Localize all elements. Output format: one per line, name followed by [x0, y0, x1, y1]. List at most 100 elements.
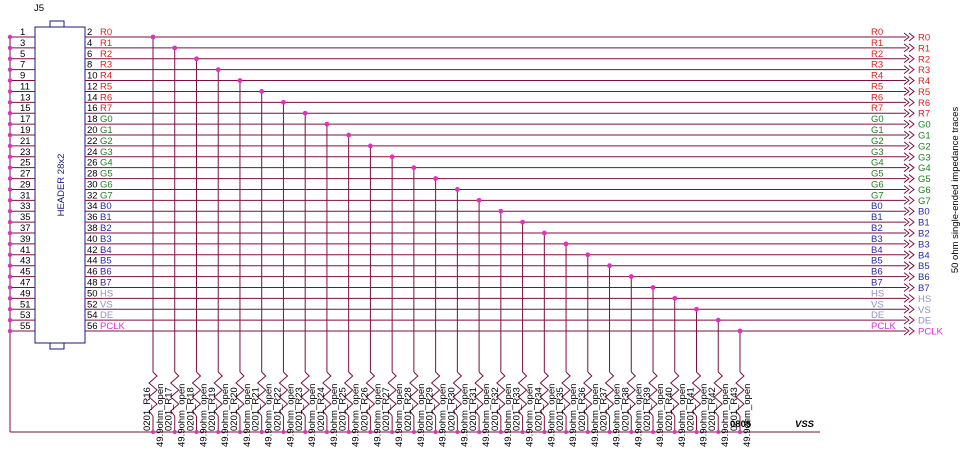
resistor	[583, 371, 593, 417]
net-label: B6	[918, 272, 930, 283]
signal-label: B3	[100, 234, 112, 245]
resistor-ref: 0201_R23	[294, 387, 305, 431]
net-arrow	[903, 206, 910, 216]
net-label: DE	[871, 310, 884, 321]
net-arrow	[908, 239, 915, 249]
junction	[650, 285, 656, 290]
net-label: G6	[918, 185, 931, 196]
resistor-ref: 0201_R32	[490, 387, 501, 431]
resistor	[474, 371, 484, 417]
junction	[542, 430, 547, 434]
net-label: G1	[918, 131, 931, 142]
net-label: B1	[918, 218, 930, 229]
junction	[324, 430, 329, 434]
junction	[411, 165, 417, 171]
net-arrow	[903, 76, 910, 85]
right-pin-number: 34	[87, 201, 98, 212]
net-arrow	[908, 261, 915, 271]
resistor-value: 49.9ohm_open	[677, 384, 688, 447]
resistor	[213, 371, 223, 417]
right-pin-number: 32	[87, 190, 98, 201]
junction	[7, 176, 13, 181]
net-arrow	[908, 250, 915, 260]
right-pin-number: 2	[87, 27, 92, 38]
resistor	[691, 371, 702, 417]
net-label: B2	[871, 223, 883, 234]
junction	[498, 208, 504, 214]
resistor	[300, 371, 310, 417]
junction	[7, 274, 13, 279]
net-label: B4	[871, 245, 883, 256]
net-arrow	[908, 130, 915, 140]
resistor-value: 49.9ohm_open	[372, 384, 383, 447]
right-pin-number: 10	[87, 71, 98, 82]
net-label: R2	[918, 54, 930, 65]
junction	[433, 430, 438, 434]
resistor	[148, 371, 158, 417]
ground-label: VSS	[795, 419, 815, 430]
resistor-ref: 0201_R25	[338, 387, 349, 431]
right-pin-number: 48	[87, 277, 98, 288]
resistor-value: 49.9ohm_open	[329, 384, 340, 447]
junction	[672, 430, 677, 434]
resistor	[430, 371, 441, 417]
junction	[194, 56, 199, 62]
signal-label: G3	[100, 147, 113, 158]
net-label: HS	[918, 294, 931, 305]
resistor-value: 49.9ohm_open	[242, 384, 253, 447]
left-pin-number: 55	[20, 321, 31, 332]
junction	[7, 56, 13, 61]
net-label: R3	[918, 65, 930, 76]
connector-notch	[49, 342, 65, 350]
net-label: R7	[871, 103, 883, 114]
net-arrow	[903, 239, 910, 249]
junction	[368, 430, 373, 434]
net-label: R4	[918, 76, 930, 87]
right-pin-number: 22	[87, 136, 98, 147]
right-pin-number: 8	[87, 60, 92, 71]
resistor-ref: 0201_R36	[577, 387, 588, 431]
resistor-value: 49.9ohm_open	[699, 384, 710, 447]
junction	[7, 219, 13, 225]
resistor	[561, 371, 571, 417]
junction	[7, 45, 13, 51]
signal-label: B0	[100, 201, 112, 212]
net-arrow	[908, 152, 915, 162]
resistor-value: 49.9ohm_open	[525, 384, 536, 447]
resistor-ref: 0201_R24	[316, 387, 327, 431]
net-arrow	[908, 76, 915, 85]
resistor-value: 49.9ohm_open	[416, 384, 427, 447]
resistor-value: 49.9ohm_open	[742, 384, 753, 447]
junction	[281, 430, 286, 434]
net-label: R0	[871, 27, 883, 38]
junction	[585, 252, 591, 258]
right-pin-number: 52	[87, 299, 98, 310]
resistor-value: 49.9ohm_open	[503, 384, 514, 447]
junction	[346, 430, 351, 434]
right-pin-number: 38	[87, 223, 98, 234]
junction	[172, 430, 177, 434]
net-label: G2	[871, 136, 884, 147]
junction	[150, 34, 156, 40]
resistor	[278, 371, 289, 417]
net-label: R4	[871, 71, 883, 82]
net-arrow	[908, 315, 915, 325]
resistor-ref: 0201_R38	[620, 387, 631, 431]
resistor	[235, 371, 245, 417]
left-pin-number: 37	[20, 223, 31, 234]
resistor-value: 49.9ohm_open	[546, 384, 557, 447]
left-pin-number: 7	[20, 60, 25, 71]
right-pin-number: 36	[87, 212, 98, 223]
left-pin-number: 17	[20, 114, 31, 125]
net-arrow	[908, 326, 915, 336]
resistor-value: 49.9ohm_open	[220, 384, 231, 447]
junction	[7, 154, 13, 159]
net-arrow	[908, 54, 915, 64]
junction	[303, 430, 308, 434]
net-arrow	[903, 43, 910, 53]
left-pin-number: 1	[20, 27, 25, 38]
net-label: G7	[871, 190, 884, 201]
net-label: B5	[871, 256, 883, 267]
junction	[7, 307, 13, 312]
